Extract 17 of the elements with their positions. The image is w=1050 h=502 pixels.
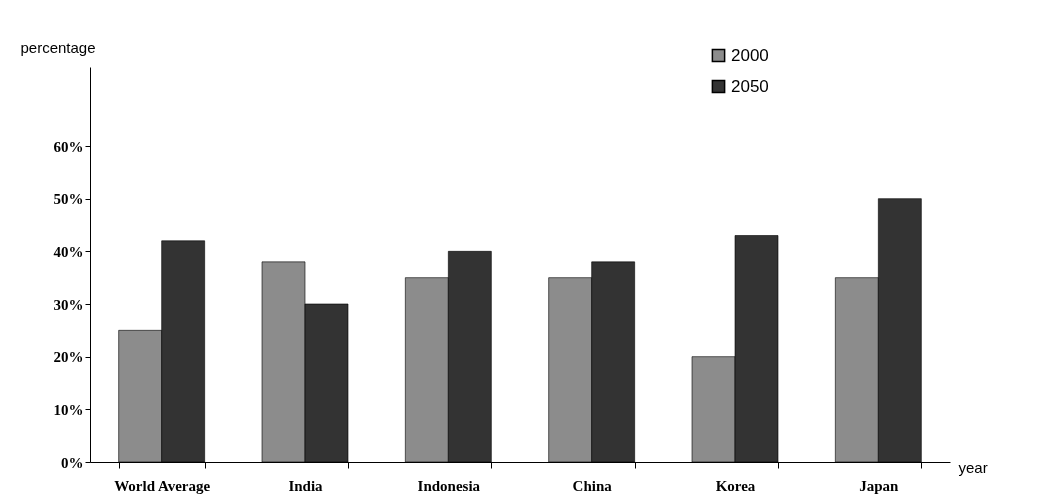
y-tick-label: 20% (53, 349, 84, 366)
y-tick-label: 60% (53, 138, 84, 155)
x-tick-label: Korea (715, 477, 756, 494)
x-axis-title: year (958, 458, 988, 476)
y-tick-label: 50% (53, 191, 84, 208)
y-tick-label: 10% (53, 401, 84, 418)
y-tick-label: 0% (61, 454, 84, 471)
y-tick-label: 30% (53, 296, 84, 313)
y-tick-label: 40% (53, 243, 84, 260)
legend-label: 2050 (731, 76, 769, 96)
x-tick-label: World Average (114, 477, 211, 494)
x-tick-label: Indonesia (417, 477, 481, 494)
legend-label: 2000 (731, 45, 769, 65)
x-tick-label: China (572, 477, 613, 494)
y-axis-title: percentage (20, 38, 96, 56)
x-tick-label: Japan (859, 477, 900, 494)
x-tick-label: India (288, 477, 324, 494)
